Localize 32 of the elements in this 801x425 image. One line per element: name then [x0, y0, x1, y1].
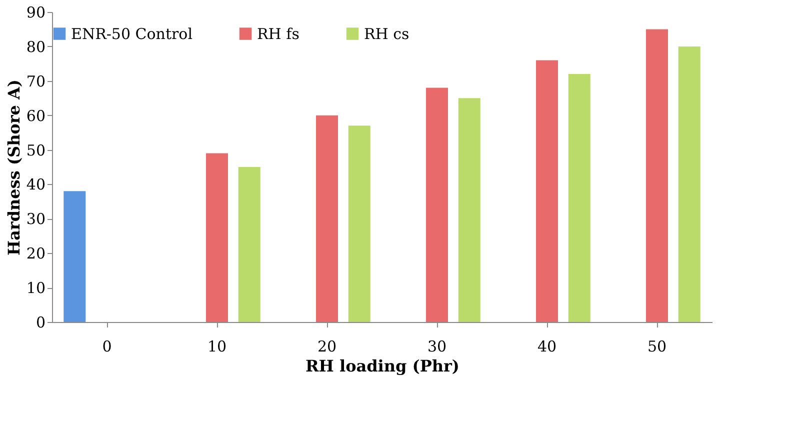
y-tick-label: 90: [26, 4, 46, 22]
bar: [238, 167, 260, 322]
bar: [206, 153, 228, 322]
y-axis-title: Hardness (Shore A): [4, 79, 24, 256]
x-axis-title: RH loading (Phr): [306, 356, 460, 376]
bar: [426, 88, 448, 322]
bar: [568, 74, 590, 322]
x-tick-label: 30: [427, 338, 447, 356]
x-tick-label: 40: [537, 338, 557, 356]
y-tick-label: 0: [36, 314, 46, 332]
legend-label: RH cs: [364, 24, 410, 43]
legend-label: ENR-50 Control: [71, 24, 193, 43]
x-tick-label: 50: [647, 338, 667, 356]
y-tick-label: 20: [26, 244, 46, 263]
x-tick-label: 20: [317, 338, 337, 356]
x-tick-label: 0: [102, 338, 112, 356]
x-tick-label: 10: [207, 338, 227, 356]
bar: [64, 191, 86, 322]
bar: [536, 60, 558, 322]
legend-label: RH fs: [257, 24, 300, 43]
bar: [348, 126, 370, 322]
y-tick-label: 70: [26, 72, 46, 90]
bar: [646, 29, 668, 322]
y-tick-label: 80: [26, 38, 46, 56]
y-tick-label: 30: [26, 210, 46, 228]
bar: [316, 115, 338, 322]
y-tick-label: 40: [26, 176, 46, 194]
y-tick-label: 60: [26, 106, 46, 125]
y-tick-label: 50: [26, 141, 46, 160]
y-tick-label: 10: [26, 279, 46, 298]
bar: [678, 46, 700, 322]
bar: [458, 98, 480, 322]
